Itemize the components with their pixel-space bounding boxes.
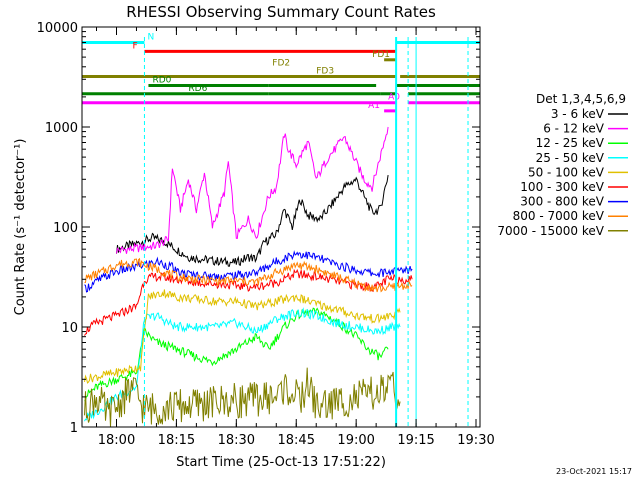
x-tick-label-2: 18:30: [218, 433, 255, 448]
legend-label-7: 800 - 7000 keV: [513, 209, 605, 223]
flag-label-a0: A0: [388, 93, 400, 103]
flag-label-f: F: [132, 41, 137, 51]
y-tick-label-3: 1000: [45, 121, 78, 136]
legend-title: Det 1,3,4,5,6,9: [536, 92, 626, 106]
legend-label-4: 50 - 100 keV: [528, 165, 605, 179]
x-axis-ticks: 18:00 18:15 18:30 18:45 19:00 19:15 19:30: [96, 27, 495, 448]
series-line-4: [84, 289, 401, 384]
y-tick-label-4: 10000: [37, 21, 78, 36]
legend-label-6: 300 - 800 keV: [520, 195, 604, 209]
legend-label-3: 25 - 50 keV: [536, 151, 605, 165]
x-tick-label-4: 19:00: [337, 433, 374, 448]
y-tick-label-0: 1: [70, 421, 78, 436]
series-line-8: [84, 367, 401, 428]
x-tick-label-1: 18:15: [158, 433, 195, 448]
legend-label-2: 12 - 25 keV: [536, 136, 605, 150]
flag-label-a1: A1: [368, 101, 380, 111]
x-tick-label-6: 19:30: [457, 433, 494, 448]
y-axis-label: Count Rate (s⁻¹ detector⁻¹): [13, 139, 28, 316]
series-line-6: [84, 250, 413, 293]
legend-label-0: 3 - 6 keV: [551, 107, 605, 121]
x-tick-label-5: 19:15: [397, 433, 434, 448]
time-markers: [143, 37, 469, 427]
y-tick-label-2: 100: [53, 221, 78, 236]
flag-label-rd6: RD6: [188, 84, 207, 94]
flag-label-fd3: FD3: [316, 66, 334, 76]
footer-date: 23-Oct-2021 15:17: [556, 467, 632, 476]
x-tick-label-3: 18:45: [278, 433, 315, 448]
series-line-7: [84, 257, 413, 293]
flag-bars: NF FD1 FD2 FD3 RD0 RD6 A0 A1: [82, 32, 480, 113]
legend-label-5: 100 - 300 keV: [520, 180, 604, 194]
flag-label-fd2: FD2: [272, 58, 290, 68]
y-tick-label-1: 10: [61, 321, 78, 336]
flag-label-n: N: [147, 32, 154, 42]
flag-label-fd1: FD1: [372, 50, 390, 60]
x-tick-label-0: 18:00: [98, 433, 135, 448]
legend-label-1: 6 - 12 keV: [543, 122, 605, 136]
legend-label-8: 7000 - 15000 keV: [497, 224, 604, 238]
series-lines: [84, 126, 413, 428]
series-line-3: [84, 307, 401, 422]
chart-title: RHESSI Observing Summary Count Rates: [126, 3, 436, 21]
y-axis-ticks: 1 10 100 1000 10000: [37, 21, 480, 436]
series-line-0: [116, 175, 389, 267]
x-axis-label: Start Time (25-Oct-13 17:51:22): [176, 455, 386, 470]
flag-label-rd0: RD0: [152, 76, 171, 86]
series-line-1: [116, 126, 389, 254]
